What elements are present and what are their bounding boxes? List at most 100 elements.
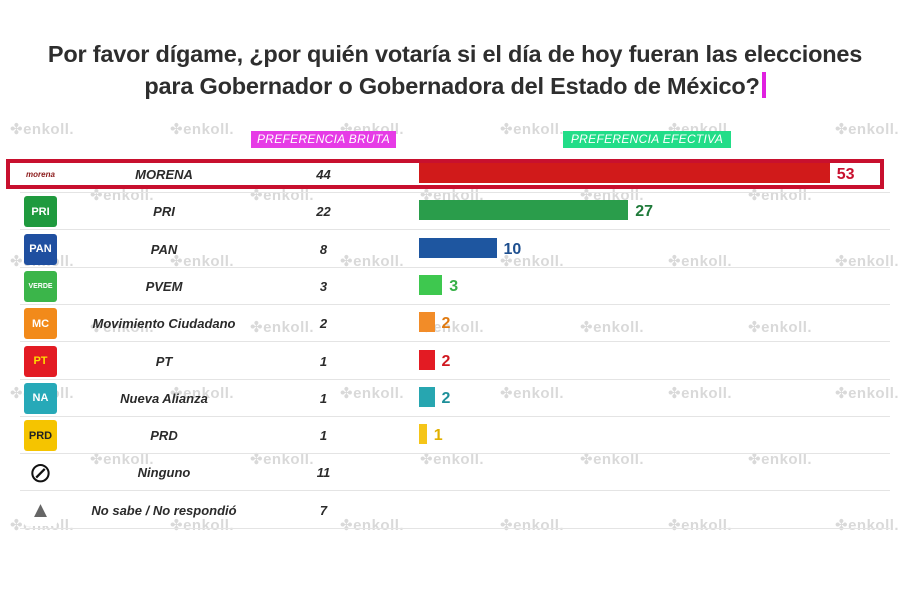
preferencia-bruta-value: 1 (319, 353, 328, 369)
table-row: VERDE PVEM 3 3 (14, 268, 890, 305)
enkoll-watermark: ✤enkoll. (250, 451, 315, 468)
chart-title: Por favor dígame, ¿por quién votaría si … (47, 41, 863, 99)
preferencia-efectiva-label: 2 (441, 352, 451, 370)
preferencia-bruta-value: 3 (319, 278, 328, 294)
enkoll-watermark: ✤enkoll. (90, 319, 155, 336)
party-name: PRD (150, 428, 178, 444)
row-divider (20, 229, 890, 231)
party-name: PRI (153, 204, 175, 220)
preferencia-efectiva-label: 1 (433, 427, 443, 445)
enkoll-watermark: ✤enkoll. (668, 517, 733, 534)
enkoll-watermark: ✤enkoll. (580, 451, 645, 468)
text-cursor (761, 72, 766, 98)
nueva-alianza-logo-icon: NA (24, 382, 57, 414)
mc-logo-icon: MC (24, 308, 57, 340)
header-preferencia-efectiva: PREFERENCIA EFECTIVA (563, 131, 731, 148)
enkoll-watermark: ✤enkoll. (500, 385, 565, 402)
table-row: PRD PRD 1 1 (14, 417, 890, 455)
row-divider (20, 303, 890, 305)
party-name: PAN (150, 241, 178, 257)
preferencia-efectiva-bar (419, 424, 427, 445)
prd-logo-icon: PRD (24, 420, 57, 452)
enkoll-watermark: ✤enkoll. (500, 517, 565, 534)
preferencia-bruta-value: 2 (319, 316, 328, 332)
preferencia-efectiva-bar (419, 237, 497, 258)
preferencia-efectiva-bar (419, 163, 830, 183)
enkoll-watermark: ✤enkoll. (835, 385, 900, 402)
party-name: No sabe / No respondió (91, 502, 237, 518)
party-name: PVEM (145, 278, 183, 294)
preferencia-bruta-value: 1 (319, 390, 328, 406)
pt-logo-icon: PT (24, 345, 57, 377)
enkoll-watermark: ✤enkoll. (90, 187, 155, 204)
table-row: ⊘ Ninguno 11 (14, 454, 890, 492)
morena-highlight-box (6, 159, 884, 189)
preferencia-efectiva-label: 3 (449, 277, 459, 295)
party-name: Ninguno (137, 465, 191, 481)
enkoll-watermark: ✤enkoll. (500, 121, 565, 138)
enkoll-watermark: ✤enkoll. (748, 451, 813, 468)
preferencia-efectiva-bar (419, 274, 443, 295)
row-divider (20, 378, 890, 380)
enkoll-watermark: ✤enkoll. (340, 517, 405, 534)
table-row: MC Movimiento Ciudadano 2 2 (14, 305, 890, 343)
enkoll-watermark: ✤enkoll. (340, 385, 405, 402)
preferencia-efectiva-label: 27 (635, 203, 654, 221)
preferencia-efectiva-bar (419, 349, 435, 370)
enkoll-watermark: ✤enkoll. (835, 253, 900, 270)
row-divider (20, 415, 890, 417)
pri-logo-icon: PRI (24, 196, 57, 228)
enkoll-watermark: ✤enkoll. (90, 451, 155, 468)
pan-logo-icon: PAN (24, 233, 57, 265)
enkoll-watermark: ✤enkoll. (420, 451, 485, 468)
preferencia-efectiva-label: 53 (836, 166, 855, 183)
preferencia-efectiva-label: 2 (441, 315, 451, 333)
enkoll-watermark: ✤enkoll. (580, 187, 645, 204)
preferencia-efectiva-bar (419, 200, 629, 221)
preferencia-bruta-value: 44 (316, 167, 331, 182)
preferencia-efectiva-label: 2 (441, 389, 451, 407)
preferencia-bruta-value: 11 (316, 465, 331, 481)
row-divider (20, 341, 890, 343)
enkoll-watermark: ✤enkoll. (250, 319, 315, 336)
enkoll-watermark: ✤enkoll. (668, 253, 733, 270)
enkoll-watermark: ✤enkoll. (170, 121, 235, 138)
preferencia-bruta-value: 1 (319, 428, 328, 444)
enkoll-watermark: ✤enkoll. (748, 319, 813, 336)
morena-logo-icon: morena (24, 159, 57, 190)
table-row: PAN PAN 8 10 (14, 231, 890, 268)
enkoll-watermark: ✤enkoll. (170, 385, 235, 402)
enkoll-watermark: ✤enkoll. (340, 253, 405, 270)
party-name: Nueva Alianza (120, 390, 208, 406)
header-preferencia-bruta: PREFERENCIA BRUTA (251, 131, 396, 148)
table-row: morena MORENA 44 53 (14, 156, 890, 193)
enkoll-watermark: ✤enkoll. (170, 253, 235, 270)
row-divider (20, 192, 890, 193)
enkoll-watermark: ✤enkoll. (835, 121, 900, 138)
pvem-logo-icon: VERDE (24, 270, 57, 302)
enkoll-watermark: ✤enkoll. (420, 187, 485, 204)
row-divider (20, 266, 890, 268)
preferencia-bruta-value: 7 (319, 502, 328, 518)
preferencia-bruta-value: 8 (319, 241, 328, 257)
warning-triangle-icon: ▲ (24, 494, 57, 526)
preferencia-efectiva-bar (419, 312, 435, 333)
enkoll-watermark: ✤enkoll. (500, 253, 565, 270)
table-row: NA Nueva Alianza 1 2 (14, 380, 890, 417)
party-name: Movimiento Ciudadano (92, 316, 236, 332)
preferencia-bruta-value: 22 (316, 204, 331, 220)
table-row: ▲ No sabe / No respondió 7 (14, 492, 890, 529)
enkoll-watermark: ✤enkoll. (580, 319, 645, 336)
party-name: PT (155, 353, 173, 369)
row-divider (20, 490, 890, 492)
table-row: PRI PRI 22 27 (14, 193, 890, 231)
enkoll-watermark: ✤enkoll. (668, 385, 733, 402)
enkoll-watermark: ✤enkoll. (748, 187, 813, 204)
preferencia-efectiva-label: 10 (503, 240, 522, 258)
enkoll-watermark: ✤enkoll. (10, 121, 75, 138)
table-row: PT PT 1 2 (14, 343, 890, 380)
ninguno-icon: ⊘ (24, 457, 57, 489)
enkoll-watermark: ✤enkoll. (250, 187, 315, 204)
enkoll-watermark: ✤enkoll. (835, 517, 900, 534)
row-divider (20, 527, 890, 529)
